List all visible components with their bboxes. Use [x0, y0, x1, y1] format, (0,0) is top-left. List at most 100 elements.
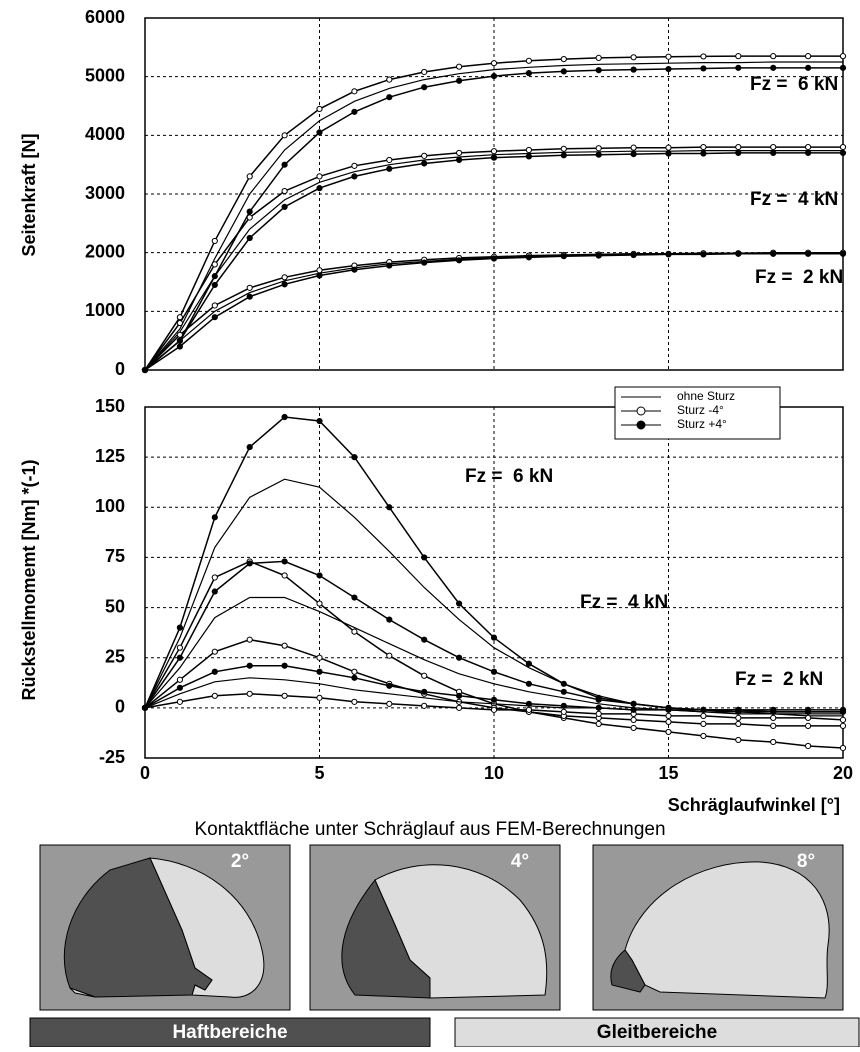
- marker: [700, 251, 707, 258]
- marker: [456, 156, 463, 164]
- marker: [839, 64, 847, 71]
- marker: [595, 710, 602, 717]
- marker: [211, 588, 218, 595]
- marker: [246, 560, 253, 567]
- marker: [281, 281, 288, 288]
- annotation: Fz = 2 kN: [755, 267, 843, 288]
- marker: [176, 684, 183, 691]
- legend-marker: [636, 420, 646, 430]
- marker: [665, 150, 672, 157]
- marker: [770, 722, 777, 730]
- marker: [525, 700, 533, 707]
- marker: [456, 77, 463, 84]
- marker: [805, 722, 812, 730]
- marker: [630, 251, 637, 259]
- marker: [525, 706, 533, 713]
- marker: [490, 668, 498, 675]
- marker: [316, 173, 323, 180]
- marker: [316, 267, 323, 274]
- marker: [630, 706, 637, 713]
- marker: [700, 732, 707, 740]
- legend-label: Sturz +4°: [677, 417, 727, 431]
- marker: [525, 660, 533, 667]
- marker: [700, 143, 707, 151]
- marker: [351, 173, 358, 180]
- marker: [665, 144, 672, 151]
- marker: [456, 63, 463, 70]
- marker: [560, 702, 567, 709]
- marker: [525, 680, 533, 687]
- marker: [630, 54, 637, 61]
- y-tick-label: 0: [115, 359, 125, 379]
- marker: [770, 53, 777, 60]
- marker: [456, 149, 463, 157]
- marker: [176, 676, 183, 683]
- marker: [665, 718, 672, 725]
- marker: [456, 692, 463, 699]
- adhesion-area: [610, 949, 646, 993]
- marker: [525, 57, 533, 64]
- marker: [141, 366, 149, 374]
- marker: [665, 53, 672, 60]
- marker: [630, 724, 637, 732]
- marker: [281, 572, 288, 579]
- y-tick-label: 3000: [85, 183, 125, 203]
- adhesion-area: [341, 879, 431, 999]
- marker: [735, 53, 742, 60]
- marker: [386, 700, 393, 707]
- y-axis-label: Rückstellmomemt [Nm] *(-1): [19, 459, 39, 700]
- y-tick-label: 125: [95, 446, 125, 466]
- marker: [176, 698, 183, 705]
- marker: [421, 152, 428, 159]
- marker: [595, 151, 602, 158]
- marker: [176, 314, 183, 321]
- marker: [176, 624, 183, 631]
- marker: [839, 744, 847, 752]
- y-tick-label: 1000: [85, 300, 125, 320]
- marker: [421, 84, 428, 91]
- panel-label: 8°: [797, 851, 815, 872]
- marker: [246, 173, 253, 180]
- marker: [770, 149, 777, 157]
- marker: [456, 600, 463, 607]
- contact-panels: 2° 4° 8°: [39, 844, 844, 1011]
- marker: [421, 160, 428, 167]
- x-tick-label: 10: [484, 763, 504, 783]
- marker: [316, 694, 323, 701]
- marker: [770, 250, 777, 257]
- slip-area: [69, 987, 96, 998]
- marker: [630, 716, 637, 723]
- marker: [386, 504, 393, 511]
- marker: [386, 682, 393, 689]
- marker: [490, 706, 498, 713]
- marker: [246, 636, 253, 643]
- marker: [805, 143, 812, 151]
- marker: [316, 668, 323, 675]
- marker: [560, 688, 567, 695]
- marker: [839, 143, 847, 151]
- marker: [351, 594, 358, 601]
- marker: [316, 417, 323, 425]
- marker: [421, 688, 428, 695]
- marker: [246, 208, 253, 215]
- marker: [246, 234, 253, 242]
- marker: [386, 156, 393, 164]
- marker: [211, 314, 218, 321]
- marker: [839, 149, 847, 157]
- marker: [700, 706, 707, 713]
- marker: [630, 66, 637, 73]
- marker: [665, 712, 672, 719]
- marker: [386, 94, 393, 101]
- x-tick-label: 15: [658, 763, 678, 783]
- marker: [560, 708, 567, 715]
- marker: [735, 250, 742, 257]
- marker: [456, 257, 463, 264]
- marker: [316, 129, 323, 136]
- y-tick-label: 6000: [85, 7, 125, 27]
- marker: [700, 720, 707, 728]
- marker: [560, 152, 567, 159]
- x-axis-label: Schräglaufwinkel [°]: [668, 795, 840, 815]
- marker: [770, 738, 777, 746]
- annotation: Fz = 4 kN: [580, 592, 668, 613]
- marker: [281, 161, 288, 168]
